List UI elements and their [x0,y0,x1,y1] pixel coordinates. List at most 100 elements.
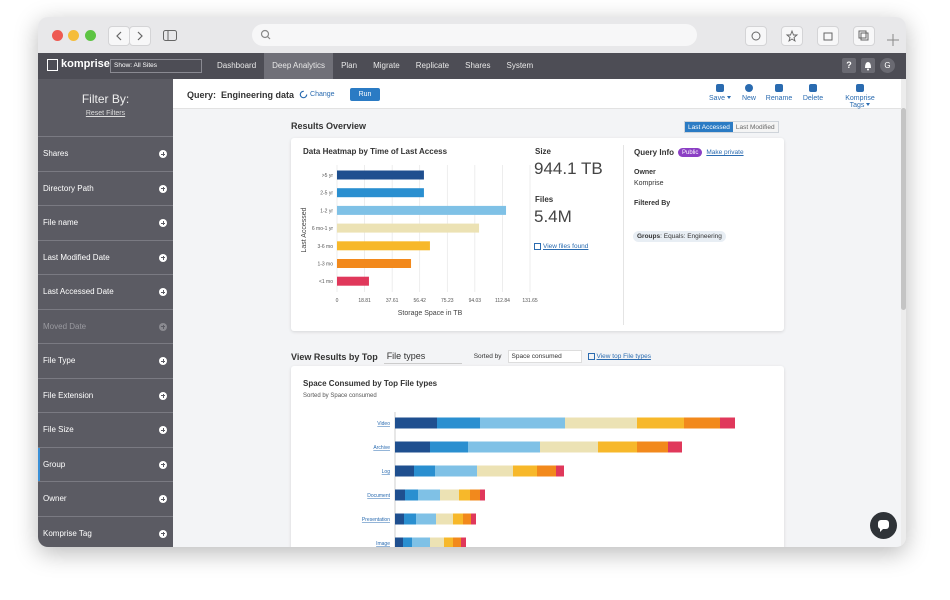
filter-plus[interactable] [159,495,167,503]
bar-segment [637,441,668,453]
x-axis-label: Storage Space in TB [398,310,463,317]
filter-row[interactable]: Shares [38,136,173,171]
filter-row[interactable]: File name [38,205,173,240]
minimize-button[interactable] [68,30,79,41]
bar-segment [436,513,453,525]
nav-tab[interactable]: Replicate [415,61,450,70]
chat-button[interactable] [870,512,897,539]
filter-label: Moved Date [43,321,87,331]
filter-plus[interactable] [159,357,167,365]
run-button[interactable]: Run [349,88,381,101]
filter-plus[interactable] [159,219,167,227]
top-select[interactable]: File types [383,349,462,364]
bar-segment [430,537,444,547]
nav-tab[interactable]: Dashboard [217,61,257,70]
filter-row[interactable]: Last Modified Date [38,239,173,275]
run-text: Run [358,91,372,98]
y-tick-label: <1 mo [319,279,333,285]
forward-button[interactable] [129,26,151,46]
scroll-thumb[interactable] [901,108,906,310]
back-button[interactable] [108,26,130,46]
action-icon [716,84,724,92]
bar-segment [637,417,684,429]
sort-select[interactable]: Space consumed [507,350,582,363]
query-line: Query: Engineering data Change Run [187,88,381,101]
bookmark-button[interactable] [781,26,803,46]
filter-row[interactable]: Last Accessed Date [38,274,173,309]
action-2[interactable]: Rename [759,84,799,102]
files-label: Files [535,195,554,204]
nav-tab[interactable]: Shares [465,61,491,70]
reload-button[interactable] [745,26,767,46]
query-info: Query Info Public Make private [634,148,744,157]
filter-row[interactable]: Directory Path [38,170,173,206]
make-private[interactable]: Make private [706,149,744,156]
filter-row[interactable]: Owner [38,481,173,516]
address-bar[interactable] [252,24,697,46]
tabs: Dashboard Deep Analytics Plan Migrate Replic… [209,53,541,79]
y-tick-label: 3-6 mo [317,244,333,250]
filter-plus[interactable] [159,253,167,262]
filter-plus[interactable] [159,288,167,296]
bar-segment [403,537,412,547]
filter-row[interactable]: Komprise Tag [38,515,173,548]
nav-tab[interactable]: Migrate [373,61,400,70]
x-tick-label: 56.42 [413,298,426,304]
overview-title: Results Overview [291,121,367,131]
avatar[interactable]: G [880,58,895,73]
help-button[interactable]: ? [842,58,856,73]
nav-tab[interactable]: Plan [341,61,358,70]
filter-plus[interactable] [159,150,167,158]
filter-plus[interactable] [159,184,167,193]
bar-segment [461,537,466,547]
filter-row[interactable]: File Extension [38,377,173,413]
new-tab[interactable] [886,33,900,52]
scrollbar [901,79,906,547]
bar [337,259,412,268]
filter-row[interactable]: Group [38,446,173,482]
action-0[interactable]: Save [700,84,740,102]
sidebar-toggle[interactable] [163,29,177,47]
bar-segment [463,513,471,525]
toggle-option[interactable]: Last Accessed [685,122,733,132]
filter-plus[interactable] [159,529,167,538]
change-text: Change [310,91,335,98]
y-tick-label: Image [376,541,390,547]
action-3[interactable]: Delete [793,84,833,102]
filter-plus[interactable] [159,426,167,434]
notifications-button[interactable] [861,58,875,73]
query-info-title: Query Info [634,148,675,157]
change-link[interactable]: Change [299,90,335,99]
action-1[interactable]: New [729,84,769,102]
reset-filters[interactable]: Reset Filters [85,110,126,117]
query-label: Query: [187,89,217,100]
nav-tab[interactable]: System [506,61,534,70]
bar-segment [459,489,470,501]
top-select-text: File types [386,351,426,361]
y-tick-label: >5 yr [322,173,334,179]
x-tick-label: 75.23 [441,298,454,304]
bar-segment [537,465,556,477]
bar-segment [395,417,437,429]
view-top-link[interactable]: View top File types [587,353,651,360]
view-files-link[interactable]: View files found [534,243,588,250]
filter-label: Group [43,459,66,469]
filter-row[interactable]: File Size [38,412,173,447]
filter-row[interactable]: File Type [38,343,173,378]
filter-plus[interactable] [159,391,167,400]
tabs-button[interactable] [853,26,875,46]
nav-tab[interactable]: Deep Analytics [264,53,334,79]
bar-segment [556,465,564,477]
size-label: Size [535,147,552,156]
zoom-button[interactable] [85,30,96,41]
close-button[interactable] [52,30,63,41]
sidebar: Filter By: Reset Filters Shares Directory… [38,79,173,547]
toggle-option[interactable]: Last Modified [732,122,778,132]
share-button[interactable] [817,26,839,46]
site-select[interactable]: Show: All Sites [110,59,202,73]
filter-plus[interactable] [159,460,167,469]
site-select-text: Show: All Sites [114,62,157,69]
bar-segment [414,465,435,477]
action-4[interactable]: Komprise Tags [840,84,880,109]
bar-segment [440,489,459,501]
